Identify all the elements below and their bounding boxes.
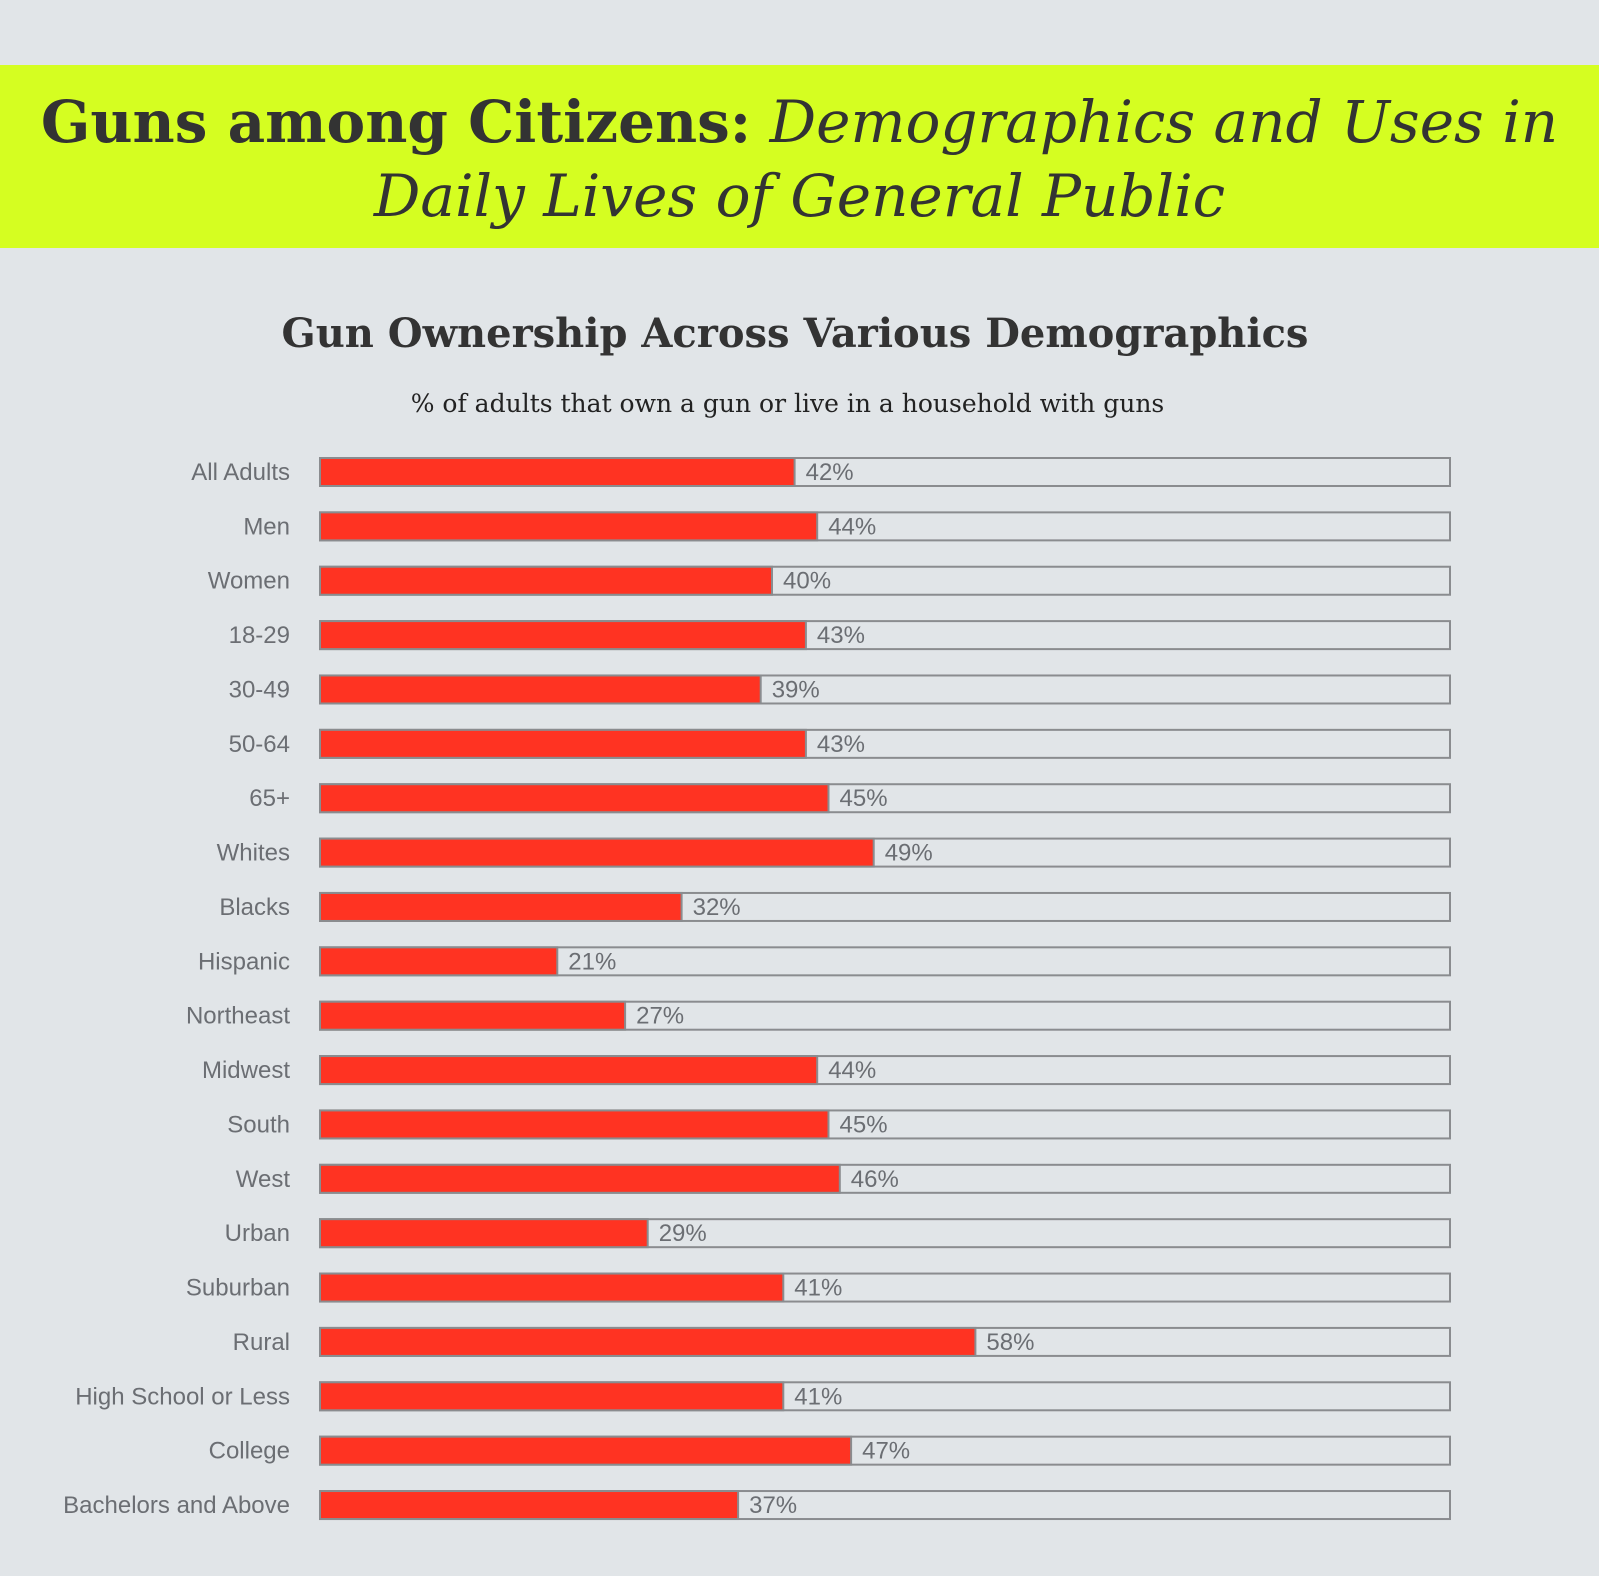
category-label: Blacks	[219, 894, 290, 921]
bar-row: High School or Less 41%	[75, 1381, 1451, 1412]
category-label: High School or Less	[75, 1383, 290, 1410]
banner-title-bold: Guns among Citizens:	[40, 88, 752, 156]
bar	[319, 1109, 830, 1140]
bar-row: Suburban 41%	[186, 1272, 1451, 1303]
value-label: 42%	[806, 459, 854, 486]
bar-row: Hispanic 21%	[198, 946, 1451, 977]
bar-row: 65+ 45%	[249, 783, 1451, 814]
bar-row: College 47%	[209, 1435, 1451, 1466]
banner-title-italic: Demographics and Uses in Daily Lives of …	[373, 88, 1559, 230]
value-label: 46%	[851, 1166, 899, 1193]
category-label: Whites	[217, 840, 290, 867]
header-banner: Guns among Citizens: Demographics and Us…	[0, 65, 1599, 248]
bar	[319, 620, 807, 651]
value-label: 41%	[794, 1383, 842, 1410]
category-label: Bachelors and Above	[63, 1492, 290, 1519]
bar	[319, 457, 796, 487]
value-label: 32%	[693, 894, 741, 921]
bar-row: Urban 29%	[225, 1218, 1451, 1249]
value-label: 45%	[840, 1111, 888, 1138]
bar	[319, 891, 683, 922]
category-label: Suburban	[186, 1275, 290, 1302]
value-label: 41%	[794, 1275, 842, 1302]
bar	[319, 1326, 977, 1357]
category-label: 30-49	[229, 676, 290, 703]
bar	[319, 783, 830, 814]
bar-row: Whites 49%	[217, 837, 1451, 868]
bar	[319, 946, 559, 977]
value-label: 29%	[659, 1220, 707, 1247]
value-label: 21%	[568, 948, 616, 975]
bar-row: All Adults 42%	[191, 457, 1451, 487]
bar-row: 30-49 39%	[229, 674, 1451, 705]
bar	[319, 1435, 853, 1466]
value-label: 27%	[636, 1003, 684, 1030]
value-label: 44%	[828, 1057, 876, 1084]
bar-row: Men 44%	[243, 511, 1451, 542]
value-label: 43%	[817, 731, 865, 758]
chart-subtitle: % of adults that own a gun or live in a …	[410, 389, 1165, 418]
category-label: Northeast	[186, 1003, 290, 1030]
category-label: West	[236, 1166, 291, 1193]
value-label: 58%	[986, 1329, 1034, 1356]
category-label: Rural	[233, 1329, 290, 1356]
category-label: 50-64	[229, 731, 290, 758]
bar	[319, 1000, 627, 1031]
category-label: Urban	[225, 1220, 290, 1247]
bar	[319, 1218, 649, 1249]
bar	[319, 1055, 819, 1086]
category-label: 18-29	[229, 622, 290, 649]
bar-row: 50-64 43%	[229, 728, 1451, 759]
value-label: 40%	[783, 568, 831, 595]
value-label: 43%	[817, 622, 865, 649]
bar	[319, 674, 762, 705]
bar-row: Blacks 32%	[219, 891, 1451, 922]
bar	[319, 837, 875, 868]
bar-row: South 45%	[227, 1109, 1451, 1140]
bar	[319, 1381, 785, 1412]
bar-row: Women 40%	[208, 565, 1451, 596]
category-label: Hispanic	[198, 948, 290, 975]
bar	[319, 1272, 785, 1303]
value-label: 47%	[862, 1438, 910, 1465]
category-label: 65+	[249, 785, 290, 812]
bar-row: Bachelors and Above 37%	[63, 1490, 1451, 1521]
value-label: 44%	[828, 513, 876, 540]
category-label: Women	[208, 568, 290, 595]
category-label: Midwest	[202, 1057, 290, 1084]
category-label: College	[209, 1438, 290, 1465]
bar-row: 18-29 43%	[229, 620, 1451, 651]
bar	[319, 728, 807, 759]
value-label: 39%	[772, 676, 820, 703]
value-label: 37%	[749, 1492, 797, 1519]
bar	[319, 565, 773, 596]
bar-row: Rural 58%	[233, 1326, 1451, 1357]
bar	[319, 1490, 740, 1521]
category-label: South	[227, 1111, 290, 1138]
bar	[319, 1163, 841, 1194]
category-label: All Adults	[191, 459, 290, 486]
bar-row: Midwest 44%	[202, 1055, 1451, 1086]
bar	[319, 511, 819, 542]
bar-row: Northeast 27%	[186, 1000, 1451, 1031]
value-label: 45%	[840, 785, 888, 812]
chart-title: Gun Ownership Across Various Demographic…	[281, 310, 1309, 357]
bar-row: West 46%	[236, 1163, 1451, 1194]
category-label: Men	[243, 513, 290, 540]
value-label: 49%	[885, 840, 933, 867]
